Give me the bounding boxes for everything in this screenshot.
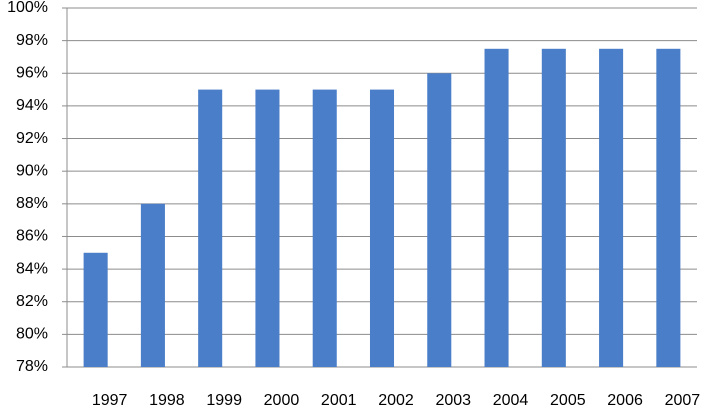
y-tick-label: 92% (16, 130, 48, 147)
bar (140, 203, 165, 367)
x-tick-label: 2006 (607, 392, 643, 407)
x-tick-label: 2000 (264, 392, 300, 407)
x-tick-label: 2005 (550, 392, 586, 407)
y-tick-label: 84% (16, 260, 48, 277)
y-tick-label: 86% (16, 228, 48, 245)
y-tick-label: 94% (16, 97, 48, 114)
y-tick-label: 98% (16, 32, 48, 49)
x-tick-label: 2004 (493, 392, 529, 407)
bar (369, 89, 395, 367)
bar (312, 89, 337, 367)
y-tick-label: 100% (7, 0, 48, 16)
x-tick-label: 2003 (435, 392, 471, 407)
y-tick-label: 82% (16, 293, 48, 310)
bar (484, 48, 509, 367)
bar (83, 252, 108, 367)
x-tick-label: 1999 (206, 392, 242, 407)
bar (255, 89, 280, 367)
bar (599, 48, 624, 367)
bar (198, 89, 223, 367)
y-tick-label: 78% (16, 358, 48, 375)
bar (541, 48, 566, 367)
bar (427, 73, 452, 367)
x-tick-label: 1997 (92, 392, 128, 407)
x-tick-label: 2001 (321, 392, 357, 407)
y-tick-label: 96% (16, 64, 48, 81)
bar (656, 48, 681, 367)
x-tick-label: 1998 (149, 392, 185, 407)
y-tick-label: 80% (16, 326, 48, 343)
x-tick-label: 2002 (378, 392, 414, 407)
x-tick-label: 2007 (665, 392, 701, 407)
y-tick-label: 90% (16, 162, 48, 179)
y-tick-label: 88% (16, 195, 48, 212)
